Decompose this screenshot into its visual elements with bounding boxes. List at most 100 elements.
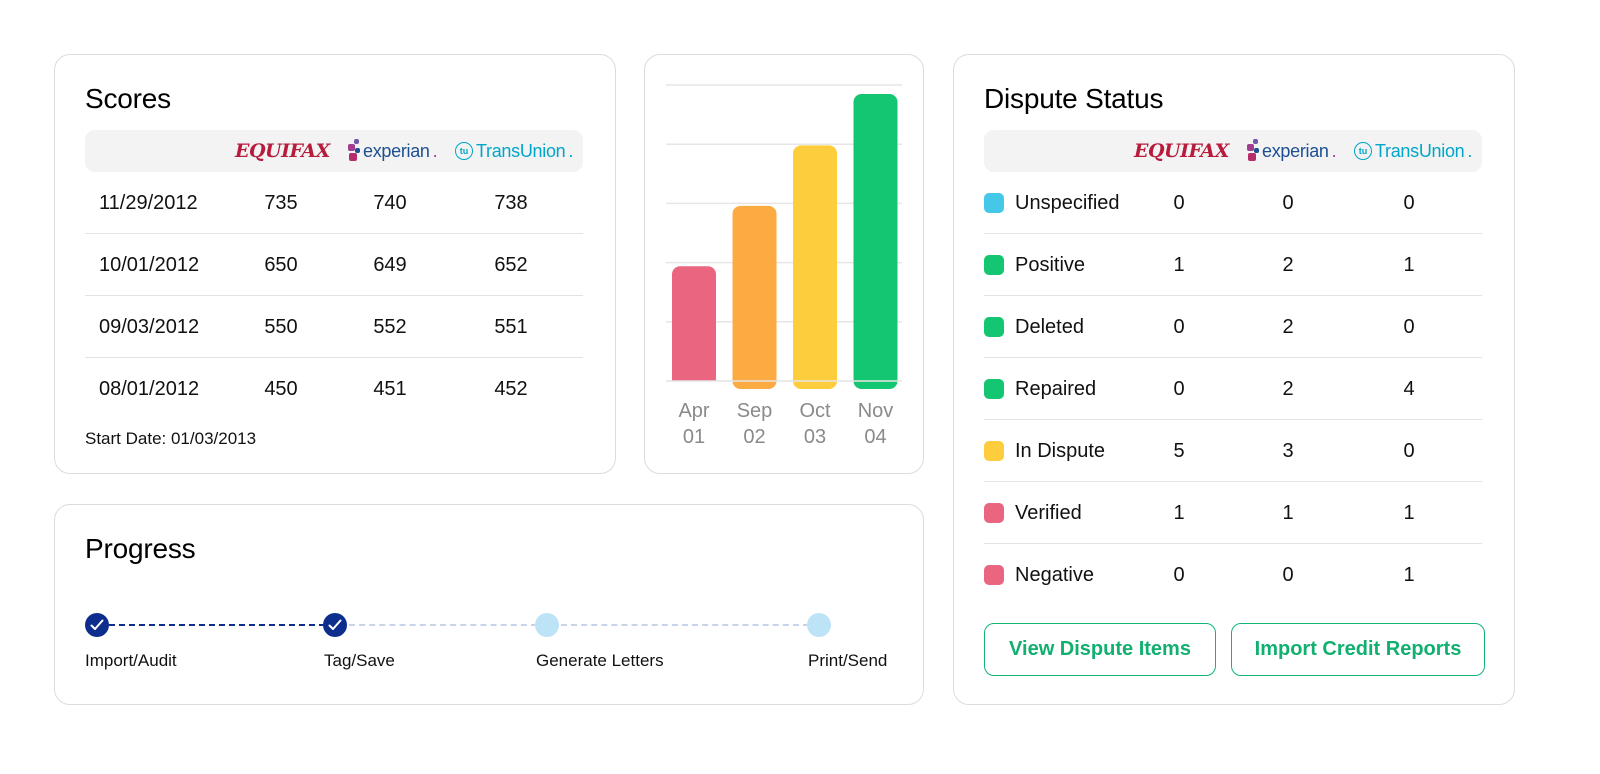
transunion-score: 452	[494, 378, 528, 400]
dispute-row: Negative 0 0 1	[984, 544, 1482, 606]
step-connector	[561, 624, 809, 626]
experian-score: 552	[373, 316, 407, 338]
experian-count: 1	[1282, 502, 1294, 524]
dispute-row: Repaired 0 2 4	[984, 358, 1482, 420]
status-color-swatch	[984, 565, 1004, 585]
transunion-mark-icon: tu	[455, 142, 473, 160]
score-date: 11/29/2012	[99, 192, 198, 214]
dispute-status-label: Positive	[1015, 254, 1086, 276]
dispute-status-card: Dispute Status EQUIFAX experian. tu Tran…	[953, 54, 1515, 705]
dispute-row: In Dispute 5 3 0	[984, 420, 1482, 482]
status-color-swatch	[984, 317, 1004, 337]
chart-tick-label: Sep 02	[737, 400, 773, 448]
experian-score: 451	[373, 378, 407, 400]
step-generate-letters-node[interactable]	[535, 613, 559, 637]
transunion-score: 652	[494, 254, 528, 276]
dispute-status-label: Verified	[1015, 502, 1082, 524]
score-date: 10/01/2012	[99, 254, 200, 276]
score-chart-card: Apr 01 Sep 02 Oct 03 Nov 04	[644, 54, 924, 474]
import-credit-reports-button[interactable]: Import Credit Reports	[1231, 623, 1485, 676]
experian-logo: experian.	[1247, 138, 1337, 164]
checkmark-icon	[90, 619, 104, 630]
step-import-audit-node[interactable]	[85, 613, 109, 637]
scores-title: Scores	[85, 83, 171, 114]
dispute-bureau-header: EQUIFAX experian. tu TransUnion.	[984, 130, 1482, 172]
experian-count: 3	[1282, 440, 1294, 462]
equifax-score: 650	[264, 254, 298, 276]
chart-bar	[793, 145, 837, 389]
dispute-row: Unspecified 0 0 0	[984, 172, 1482, 234]
equifax-count: 0	[1173, 316, 1185, 338]
dispute-row: Verified 1 1 1	[984, 482, 1482, 544]
experian-dots-icon	[1247, 139, 1259, 163]
equifax-score: 450	[264, 378, 298, 400]
transunion-mark-icon: tu	[1354, 142, 1372, 160]
chart-bar	[732, 205, 777, 389]
equifax-count: 1	[1173, 254, 1185, 276]
status-color-swatch	[984, 503, 1004, 523]
transunion-count: 1	[1403, 254, 1415, 276]
experian-count: 0	[1282, 192, 1294, 214]
equifax-count: 5	[1173, 440, 1185, 462]
equifax-logo: EQUIFAX	[1134, 140, 1229, 162]
experian-count: 2	[1282, 378, 1294, 400]
transunion-logo: tu TransUnion.	[455, 138, 573, 164]
transunion-count: 0	[1403, 192, 1415, 214]
step-label: Tag/Save	[324, 651, 395, 670]
experian-dots-icon	[348, 139, 360, 163]
status-color-swatch	[984, 255, 1004, 275]
equifax-count: 0	[1173, 192, 1185, 214]
experian-score: 740	[373, 192, 407, 214]
chart-tick-label: Apr 01	[678, 400, 709, 448]
progress-title: Progress	[85, 533, 196, 564]
dispute-status-label: Repaired	[1015, 378, 1097, 400]
chart-bar	[853, 94, 898, 390]
equifax-score: 550	[264, 316, 298, 338]
transunion-count: 0	[1403, 440, 1415, 462]
transunion-logo: tu TransUnion.	[1354, 138, 1472, 164]
progress-card: Progress Import/Audit Tag/Save Generate …	[54, 504, 924, 705]
score-row: 10/01/2012 650 649 652	[85, 234, 583, 296]
status-color-swatch	[984, 379, 1004, 399]
step-print-send-node[interactable]	[807, 613, 831, 637]
step-tag-save-node[interactable]	[323, 613, 347, 637]
step-connector	[109, 624, 325, 626]
transunion-count: 0	[1403, 316, 1415, 338]
start-date: Start Date: 01/03/2013	[85, 429, 257, 448]
view-dispute-items-button[interactable]: View Dispute Items	[984, 623, 1216, 676]
score-bar-chart: Apr 01 Sep 02 Oct 03 Nov 04	[645, 84, 923, 448]
step-label: Import/Audit	[85, 651, 177, 670]
score-row: 11/29/2012 735 740 738	[85, 172, 583, 234]
chart-tick-label: Nov 04	[858, 400, 894, 448]
scores-card: Scores EQUIFAX experian. tu TransUnion. …	[54, 54, 616, 474]
step-label: Print/Send	[808, 651, 888, 670]
experian-logo: experian.	[348, 138, 438, 164]
score-row: 08/01/2012 450 451 452	[85, 358, 583, 420]
transunion-score: 738	[494, 192, 528, 214]
transunion-count: 4	[1403, 378, 1415, 400]
checkmark-icon	[328, 619, 342, 630]
equifax-count: 0	[1173, 564, 1185, 586]
transunion-count: 1	[1403, 502, 1415, 524]
transunion-count: 1	[1403, 564, 1415, 586]
equifax-count: 0	[1173, 378, 1185, 400]
experian-count: 0	[1282, 564, 1294, 586]
equifax-logo: EQUIFAX	[235, 140, 330, 162]
dispute-status-label: Negative	[1015, 564, 1094, 586]
dispute-status-label: Deleted	[1015, 316, 1084, 338]
score-date: 09/03/2012	[99, 316, 200, 338]
equifax-count: 1	[1173, 502, 1185, 524]
step-connector	[349, 624, 537, 626]
equifax-score: 735	[264, 192, 298, 214]
score-row: 09/03/2012 550 552 551	[85, 296, 583, 358]
chart-bar	[672, 266, 716, 389]
chart-tick-label: Oct 03	[799, 400, 831, 448]
experian-count: 2	[1282, 316, 1294, 338]
dispute-row: Positive 1 2 1	[984, 234, 1482, 296]
dispute-status-label: In Dispute	[1015, 440, 1106, 462]
dispute-title: Dispute Status	[984, 83, 1164, 114]
status-color-swatch	[984, 441, 1004, 461]
dispute-row: Deleted 0 2 0	[984, 296, 1482, 358]
score-date: 08/01/2012	[99, 378, 200, 400]
experian-score: 649	[373, 254, 407, 276]
